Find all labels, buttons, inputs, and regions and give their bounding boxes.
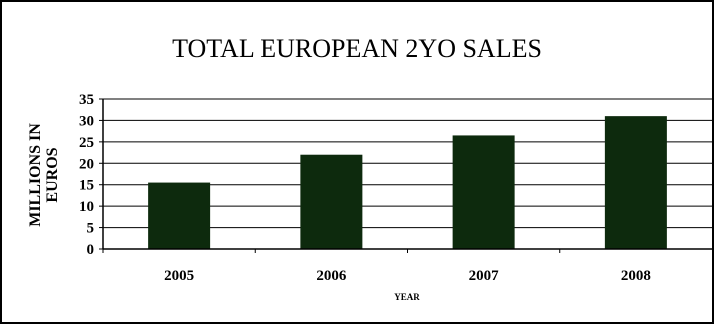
bar-2005 [148, 182, 211, 249]
bars [148, 116, 667, 250]
x-tick-label: 2008 [621, 268, 651, 284]
chart-title: TOTAL EUROPEAN 2YO SALES [172, 34, 542, 63]
x-tick-label: 2006 [316, 268, 347, 284]
x-tick-label: 2005 [164, 268, 194, 284]
y-tick-label: 5 [87, 221, 95, 237]
axes [99, 98, 712, 253]
x-tick-labels: 2005 2006 2007 2008 [164, 268, 651, 284]
bar-2007 [452, 135, 515, 249]
y-tick-label: 25 [79, 135, 94, 151]
y-tick-label: 10 [79, 199, 94, 215]
y-tick-label: 0 [87, 242, 95, 258]
bar-2006 [300, 154, 363, 249]
x-tick-label: 2007 [469, 268, 500, 284]
y-tick-labels: 0 5 10 15 20 25 30 35 [79, 92, 94, 258]
y-tick-label: 35 [79, 92, 94, 108]
bar-2008 [604, 116, 667, 250]
y-axis-label: MILLIONS IN EUROS [27, 123, 61, 227]
y-axis-label-line-1: MILLIONS IN [27, 123, 44, 227]
y-tick-label: 20 [79, 156, 94, 172]
x-axis-label: YEAR [394, 292, 420, 302]
y-tick-label: 30 [79, 113, 94, 129]
y-tick-label: 15 [79, 178, 94, 194]
y-axis-label-line-2: EUROS [44, 147, 61, 202]
